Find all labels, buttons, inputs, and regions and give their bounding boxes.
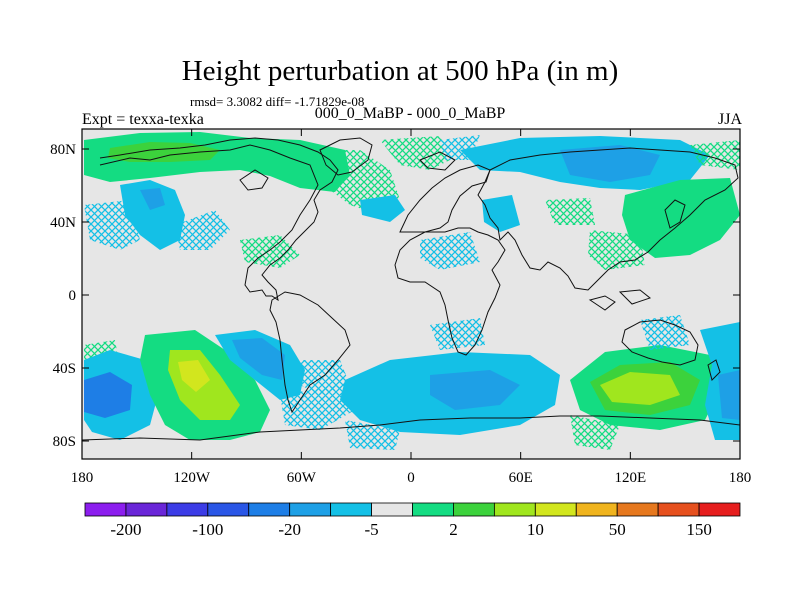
anomaly-region <box>560 145 660 182</box>
cases-label: 000_0_MaBP - 000_0_MaBP <box>314 105 506 122</box>
coastline-arctic <box>239 151 456 191</box>
colorbar-swatch <box>84 502 127 517</box>
lon-tick-label: 180 <box>71 470 94 486</box>
coastline-greenland <box>319 137 373 176</box>
colorbar: -200 -100 -20 -5 2 10 50 150 <box>84 502 741 539</box>
anomaly-hatch <box>345 420 400 450</box>
lon-tick-label: 0 <box>407 470 415 486</box>
lat-tick-label: 40N <box>50 215 76 231</box>
coastline-new-zealand <box>707 359 721 381</box>
anomaly-hatch <box>588 230 645 270</box>
anomaly-hatch <box>430 318 485 350</box>
anomaly-hatch <box>84 200 140 250</box>
lat-tick-label: 0 <box>69 288 77 304</box>
anomaly-hatch <box>280 385 355 430</box>
coastline-north-america <box>99 137 339 302</box>
colorbar-label: 2 <box>449 520 458 539</box>
colorbar-swatch <box>125 502 168 517</box>
anomaly-hatch <box>175 210 230 250</box>
season-label: JJA <box>717 111 742 128</box>
coastline-australia <box>621 319 699 366</box>
colorbar-label: 150 <box>686 520 712 539</box>
coastline-south-america <box>269 291 351 414</box>
coastlines <box>82 137 740 441</box>
anomaly-hatch <box>420 232 480 270</box>
anomaly-region <box>600 372 680 405</box>
lon-tick-label: 60E <box>509 470 533 486</box>
colorbar-swatch <box>248 502 291 517</box>
anomaly-region <box>482 195 520 232</box>
latitude-axis: 80N 40N 0 40S 80S <box>50 142 740 450</box>
anomaly-hatch <box>440 135 480 160</box>
colorbar-swatch <box>412 502 454 517</box>
colorbar-swatch <box>289 502 332 517</box>
colorbar-label: 10 <box>527 520 544 539</box>
colorbar-swatch <box>616 502 659 517</box>
anomaly-layer <box>84 132 740 450</box>
map-title: Height perturbation at 500 hPa (in m) <box>181 55 619 87</box>
anomaly-hatch <box>570 415 620 450</box>
colorbar-swatch <box>698 502 741 517</box>
lat-tick-label: 40S <box>53 361 76 377</box>
colorbar-swatch <box>534 502 577 517</box>
experiment-label: Expt = texxa-texka <box>82 111 204 128</box>
longitude-axis: 180 120W 60W 0 60E 120E 180 <box>71 129 752 486</box>
colorbar-swatch <box>575 502 618 517</box>
colorbar-swatch <box>657 502 700 517</box>
stats-label: rmsd= 3.3082 diff= -1.71829e-08 <box>190 94 365 109</box>
colorbar-swatch <box>166 502 209 517</box>
colorbar-swatch <box>330 502 372 517</box>
colorbar-swatch <box>371 502 413 517</box>
anomaly-hatch <box>240 235 300 268</box>
colorbar-label: -20 <box>278 520 301 539</box>
coastline-japan <box>664 199 686 229</box>
anomaly-region <box>718 370 740 420</box>
lon-tick-label: 60W <box>287 470 317 486</box>
anomaly-hatch <box>640 315 690 350</box>
anomaly-region <box>120 180 185 250</box>
anomaly-hatch <box>545 198 595 225</box>
colorbar-label: -5 <box>364 520 378 539</box>
coastline-antarctica <box>82 415 740 441</box>
coastline-asia <box>477 147 739 291</box>
anomaly-region <box>178 360 210 392</box>
lat-tick-label: 80S <box>53 434 76 450</box>
anomaly-hatch <box>380 136 450 170</box>
colorbar-label: -200 <box>110 520 141 539</box>
coastline-indonesia <box>588 289 652 311</box>
colorbar-label: 50 <box>609 520 626 539</box>
anomaly-region <box>140 188 165 210</box>
anomaly-region <box>84 372 132 418</box>
anomaly-region <box>430 370 520 410</box>
lon-tick-label: 120W <box>173 470 211 486</box>
colorbar-swatch <box>493 502 536 517</box>
anomaly-region <box>360 195 405 222</box>
lon-tick-label: 120E <box>614 470 646 486</box>
colorbar-label: -100 <box>192 520 223 539</box>
lat-tick-label: 80N <box>50 142 76 158</box>
anomaly-hatch <box>300 360 350 395</box>
lon-tick-label: 180 <box>729 470 752 486</box>
colorbar-swatch <box>453 502 495 517</box>
anomaly-region <box>232 338 285 380</box>
colorbar-swatch <box>207 502 250 517</box>
